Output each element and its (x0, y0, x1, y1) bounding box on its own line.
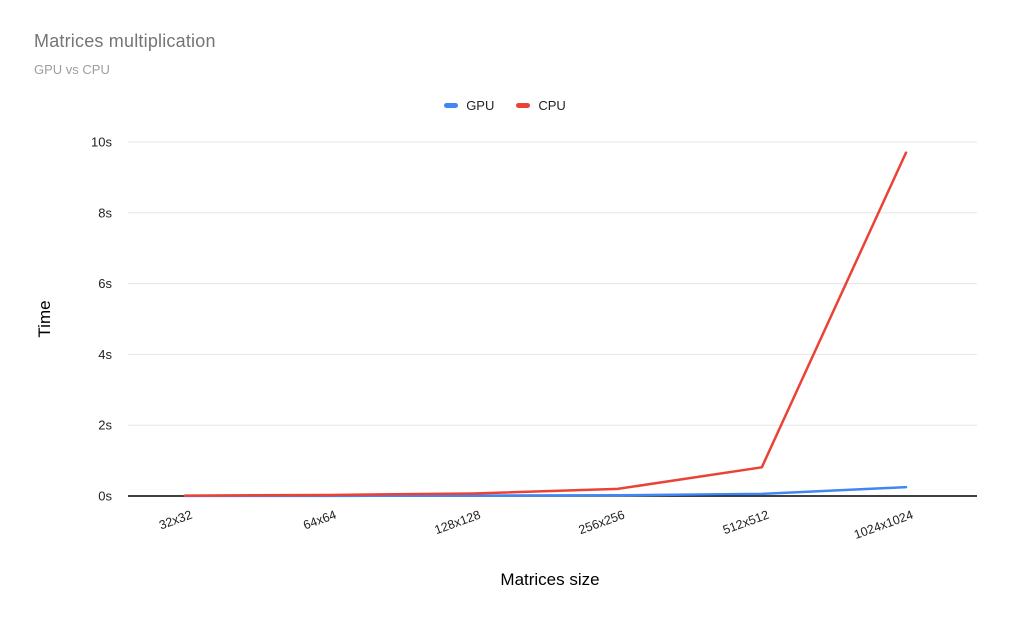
x-tick-label: 512x512 (721, 508, 771, 538)
legend-label: CPU (538, 97, 566, 113)
x-tick-label: 128x128 (433, 508, 483, 538)
legend-item-gpu[interactable]: GPU (444, 98, 494, 113)
y-tick-label: 0s (98, 489, 112, 504)
legend-item-cpu[interactable]: CPU (516, 97, 566, 113)
y-tick-label: 10s (91, 135, 112, 150)
legend-swatch-cpu (516, 102, 531, 108)
chart-legend: GPU CPU (0, 97, 1010, 113)
x-tick-label: 1024x1024 (852, 508, 915, 542)
y-tick-label: 4s (98, 347, 112, 362)
y-tick-label: 2s (98, 418, 112, 433)
chart-title: Matrices multiplication (34, 31, 216, 51)
x-tick-label: 64x64 (301, 508, 338, 533)
y-tick-label: 6s (98, 276, 112, 291)
x-tick-label: 32x32 (157, 508, 194, 533)
y-axis-title: Time (35, 300, 54, 338)
x-axis-title: Matrices size (500, 570, 600, 589)
series-line-cpu[interactable] (183, 151, 908, 497)
legend-label: GPU (466, 97, 495, 113)
y-tick-label: 8s (98, 205, 112, 220)
chart-subtitle: GPU vs CPU (34, 62, 110, 77)
x-tick-label: 256x256 (577, 508, 627, 538)
legend-swatch-gpu (444, 102, 459, 108)
